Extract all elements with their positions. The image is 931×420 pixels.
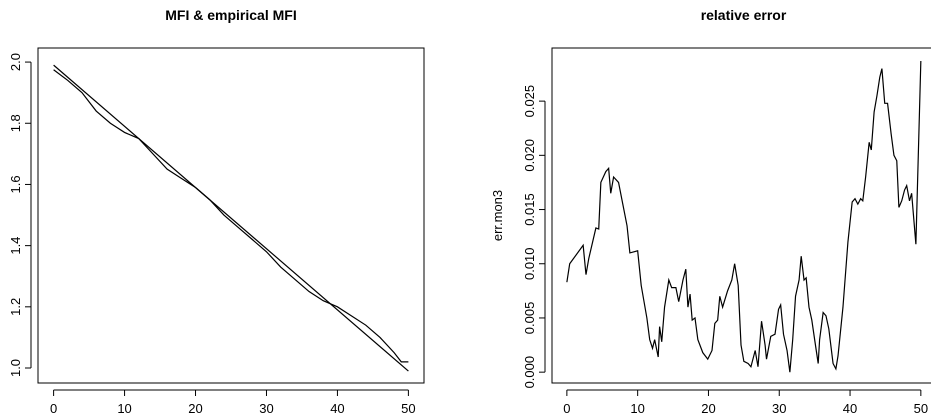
data-line — [53, 69, 409, 363]
x-tick-label: 20 — [188, 401, 202, 416]
x-tick-label: 0 — [50, 401, 57, 416]
x-tick-label: 40 — [843, 401, 857, 416]
data-line — [53, 64, 409, 372]
y-tick-label: 0.005 — [522, 302, 537, 335]
x-tick-label: 50 — [401, 401, 415, 416]
x-tick-label: 30 — [772, 401, 786, 416]
chart-title: MFI & empirical MFI — [165, 7, 296, 23]
y-tick-label: 1.6 — [8, 175, 23, 193]
plot-frame — [37, 47, 425, 384]
chart-title: relative error — [701, 7, 787, 23]
x-tick-label: 20 — [701, 401, 715, 416]
y-tick-label: 2.0 — [8, 53, 23, 71]
y-tick-label: 1.8 — [8, 114, 23, 132]
data-line — [566, 60, 922, 373]
x-tick-label: 0 — [563, 401, 570, 416]
y-axis-label: err.mon3 — [490, 190, 505, 241]
y-tick-label: 0.000 — [522, 356, 537, 389]
plot-frame — [551, 47, 931, 384]
y-tick-label: 1.4 — [8, 237, 23, 255]
y-tick-label: 0.010 — [522, 247, 537, 280]
x-tick-label: 10 — [630, 401, 644, 416]
x-tick-label: 50 — [914, 401, 928, 416]
y-tick-label: 0.025 — [522, 85, 537, 118]
x-tick-label: 30 — [259, 401, 273, 416]
y-tick-label: 1.0 — [8, 359, 23, 377]
y-tick-label: 0.020 — [522, 139, 537, 172]
y-tick-label: 0.015 — [522, 193, 537, 226]
y-tick-label: 1.2 — [8, 298, 23, 316]
x-tick-label: 10 — [117, 401, 131, 416]
x-tick-label: 40 — [330, 401, 344, 416]
